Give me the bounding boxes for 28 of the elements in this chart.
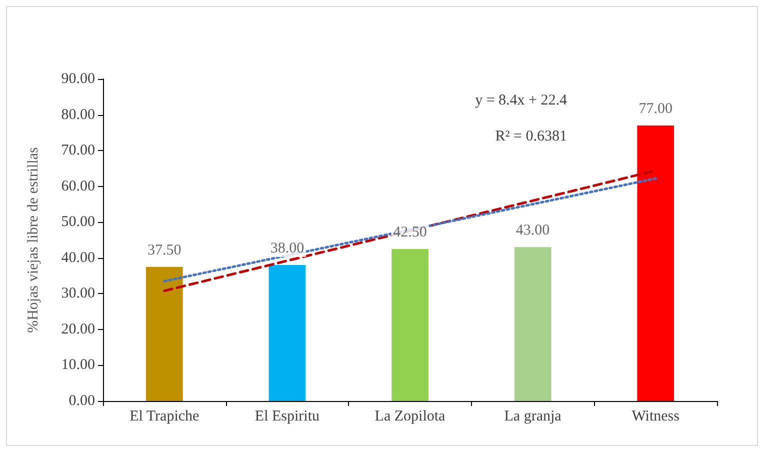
data-label: 42.50 <box>393 224 427 240</box>
bar <box>514 247 552 401</box>
y-tick-label: 30.00 <box>61 286 95 302</box>
bar <box>146 266 183 401</box>
x-tick-label: La granja <box>504 408 562 424</box>
y-tick-label: 90.00 <box>61 71 95 87</box>
y-tick-label: 70.00 <box>61 142 95 159</box>
x-tick-label: Witness <box>632 408 680 424</box>
y-tick-label: 40.00 <box>61 250 95 266</box>
y-tick-label: 80.00 <box>61 106 95 123</box>
y-tick-label: 10.00 <box>61 357 95 374</box>
annotation: R² = 0.6381 <box>495 128 568 144</box>
x-tick-label: El Espiritu <box>254 408 320 424</box>
bar <box>637 126 674 401</box>
y-tick-label: 0.00 <box>68 393 95 409</box>
data-label: 38.00 <box>270 240 304 257</box>
y-axis-title: %Hojas viejas libre de estrillas <box>26 146 42 333</box>
bar <box>392 248 428 401</box>
data-label: 37.50 <box>148 242 182 258</box>
x-tick-label: La Zopilota <box>374 408 446 424</box>
data-label: 77.00 <box>638 101 672 118</box>
annotation: y = 8.4x + 22.4 <box>475 92 568 108</box>
x-tick-label: El Trapiche <box>130 408 200 424</box>
bar <box>268 265 306 401</box>
y-tick-label: 20.00 <box>61 321 95 338</box>
data-label: 43.00 <box>516 222 550 239</box>
y-tick-label: 60.00 <box>61 178 95 194</box>
y-tick-label: 50.00 <box>61 214 95 230</box>
